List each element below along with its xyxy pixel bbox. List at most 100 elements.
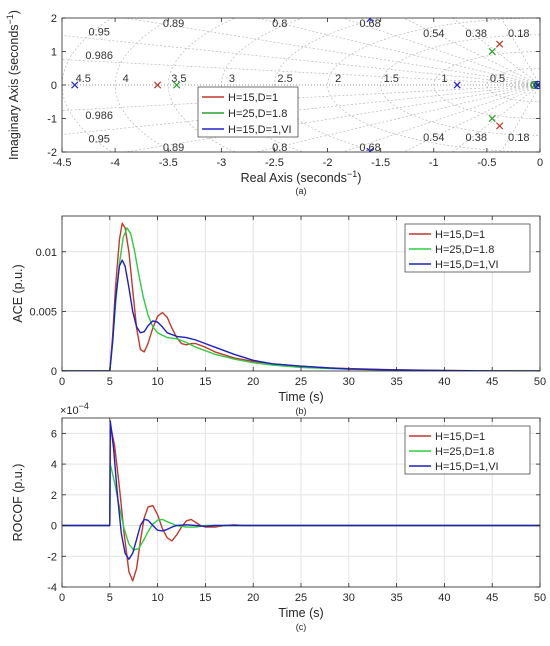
damping-label: 0.54 bbox=[423, 132, 444, 144]
freq-label: 4.5 bbox=[76, 73, 91, 85]
x-tick-label: 0 bbox=[59, 376, 65, 388]
y-axis-label: Imaginary Axis (seconds−1) bbox=[5, 10, 21, 160]
damping-label: 0.18 bbox=[508, 28, 529, 40]
legend-entry: H=15,D=1,VI bbox=[435, 259, 499, 271]
y-tick-label: 0.01 bbox=[36, 247, 57, 259]
y-tick-label: -2 bbox=[47, 551, 57, 563]
legend: H=15,D=1 H=25,D=1.8 H=15,D=1,VI bbox=[404, 425, 531, 475]
x-axis-label: Time (s) bbox=[278, 606, 323, 620]
x-tick-label: 15 bbox=[199, 592, 211, 604]
subplot-caption: (a) bbox=[296, 186, 307, 196]
pole-marker bbox=[488, 114, 496, 123]
y-tick-label: 1 bbox=[51, 47, 57, 59]
pole-stroke bbox=[496, 122, 504, 130]
damping-label: 0.38 bbox=[466, 132, 487, 144]
damping-label: 0.89 bbox=[163, 18, 184, 30]
x-axis-label-sup: −1 bbox=[347, 169, 357, 179]
zero-marker bbox=[533, 80, 540, 90]
freq-circle bbox=[274, 18, 383, 152]
damping-ray bbox=[452, 18, 540, 86]
freq-circle bbox=[114, 18, 173, 152]
freq-circle bbox=[433, 51, 540, 119]
damping-label: 0.95 bbox=[88, 134, 109, 146]
legend: H=15,D=1 H=25,D=1.8 H=15,D=1,VI bbox=[404, 223, 531, 273]
y-axis-label-sup: −1 bbox=[5, 14, 15, 24]
x-tick-label: -4.5 bbox=[53, 157, 72, 169]
subplot-caption: (b) bbox=[296, 406, 307, 416]
legend-entry: H=15,D=1 bbox=[435, 229, 485, 241]
damping-label: 0.68 bbox=[359, 18, 380, 30]
exponent-base: ×10 bbox=[60, 405, 79, 417]
pole-marker bbox=[71, 81, 79, 89]
x-tick-label: -2.5 bbox=[265, 157, 284, 169]
damping-label: 0.8 bbox=[272, 142, 287, 154]
pole-stroke bbox=[488, 114, 496, 123]
pole-marker bbox=[366, 18, 374, 23]
y-tick-label: -1 bbox=[47, 114, 57, 126]
legend-entry: H=25,D=1.8 bbox=[228, 108, 287, 120]
x-tick-label: 5 bbox=[107, 376, 113, 388]
y-tick-label: 0 bbox=[51, 521, 57, 533]
y-tick-label: 6 bbox=[51, 428, 57, 440]
freq-label: 3.5 bbox=[171, 73, 186, 85]
x-tick-label: 35 bbox=[390, 592, 402, 604]
series-line-2 bbox=[62, 420, 540, 560]
pole-marker bbox=[173, 81, 181, 89]
x-tick-label: 0 bbox=[537, 157, 543, 169]
x-tick-label: 35 bbox=[390, 376, 402, 388]
legend-entry: H=15,D=1,VI bbox=[435, 461, 499, 473]
damping-label: 0.68 bbox=[359, 142, 380, 154]
damping-label: 0.18 bbox=[508, 132, 529, 144]
pole-stroke bbox=[71, 81, 79, 89]
x-tick-label: -1.5 bbox=[371, 157, 390, 169]
x-tick-label: 30 bbox=[343, 376, 355, 388]
pole-stroke bbox=[453, 81, 461, 89]
y-tick-label: -4 bbox=[47, 582, 57, 594]
freq-label: 0.5 bbox=[490, 73, 505, 85]
damping-label: 0.38 bbox=[466, 28, 487, 40]
pole-stroke bbox=[366, 18, 372, 23]
damping-label: 0.95 bbox=[88, 26, 109, 38]
x-tick-label: 10 bbox=[151, 376, 163, 388]
freq-label: 2.5 bbox=[277, 73, 292, 85]
x-tick-label: 40 bbox=[438, 376, 450, 388]
damping-label: 0.986 bbox=[85, 50, 113, 62]
pole-stroke bbox=[496, 40, 504, 48]
pole-stroke bbox=[488, 47, 496, 56]
x-tick-label: 50 bbox=[534, 592, 546, 604]
legend: H=15,D=1 H=25,D=1.8 H=15,D=1,VI bbox=[197, 86, 299, 138]
y-tick-label: 4 bbox=[51, 459, 57, 471]
x-tick-label: 20 bbox=[247, 376, 259, 388]
x-tick-label: -0.5 bbox=[477, 157, 496, 169]
y-tick-label: 2 bbox=[51, 13, 57, 25]
freq-label: 3 bbox=[229, 73, 235, 85]
x-tick-label: 10 bbox=[151, 592, 163, 604]
freq-label: 4 bbox=[123, 73, 129, 85]
plot-area bbox=[62, 18, 540, 152]
subplot-c: 0 5 10 15 20 25 30 35 40 45 50 -4 -2 0 2 4 6 Time (s) ROCO… bbox=[11, 401, 546, 632]
pole-marker bbox=[488, 47, 496, 56]
series-2 bbox=[71, 18, 540, 152]
x-tick-label: 5 bbox=[107, 592, 113, 604]
x-axis-label: Time (s) bbox=[278, 390, 323, 404]
exponent-sup: −4 bbox=[79, 401, 89, 411]
exponent-label: ×10−4 bbox=[60, 401, 89, 417]
series-line-2 bbox=[62, 259, 540, 371]
y-axis-label: ROCOF (p.u.) bbox=[11, 464, 25, 542]
freq-label: 2 bbox=[335, 73, 341, 85]
legend-entry: H=25,D=1.8 bbox=[435, 244, 494, 256]
pole-stroke bbox=[173, 81, 181, 89]
x-axis-label-main: Real Axis (seconds bbox=[241, 171, 347, 185]
pole-stroke bbox=[153, 81, 162, 89]
x-tick-label: 15 bbox=[199, 376, 211, 388]
subplot-b: 0 5 10 15 20 25 30 35 40 45 50 0 0.005 0.01 Time (s) AC… bbox=[11, 215, 546, 416]
damping-label: 0.54 bbox=[423, 28, 444, 40]
x-tick-label: 20 bbox=[247, 592, 259, 604]
x-axis-label: Real Axis (seconds−1) bbox=[241, 169, 362, 185]
damping-ray bbox=[255, 18, 540, 86]
x-tick-label: 50 bbox=[534, 376, 546, 388]
pole-marker bbox=[453, 81, 461, 89]
freq-circle bbox=[380, 34, 540, 136]
legend-entry: H=15,D=1,VI bbox=[228, 124, 292, 136]
